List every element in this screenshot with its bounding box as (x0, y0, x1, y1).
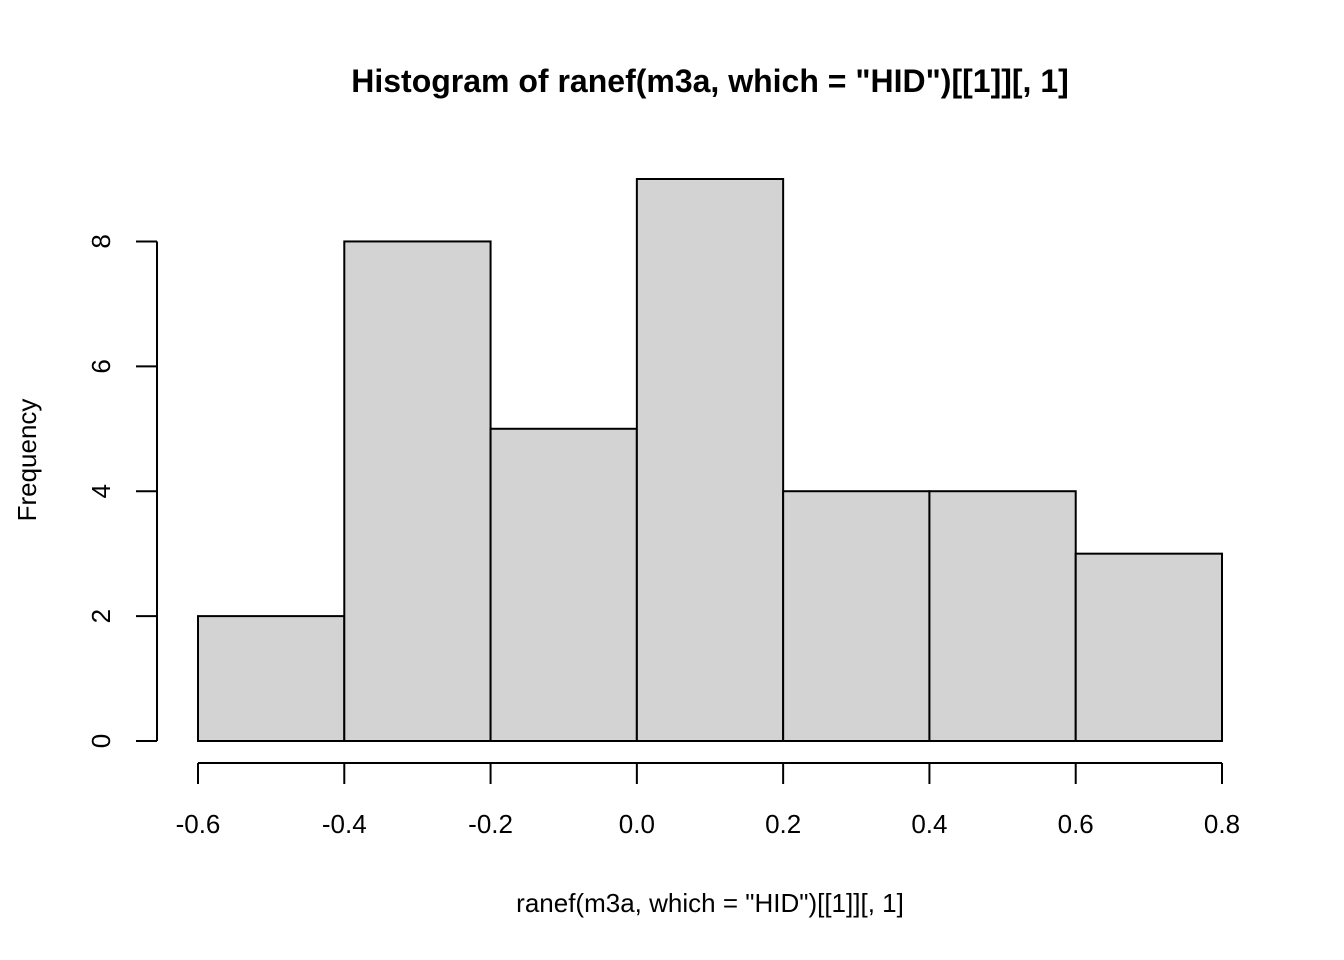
y-tick-label: 8 (86, 234, 116, 248)
x-tick-label: -0.2 (468, 809, 513, 839)
y-tick-label: 6 (86, 359, 116, 373)
x-tick-label: 0.8 (1204, 809, 1240, 839)
chart-title: Histogram of ranef(m3a, which = "HID")[[… (351, 63, 1069, 99)
x-tick-label: -0.6 (176, 809, 221, 839)
y-axis: 0 2 4 6 8 (86, 234, 158, 748)
x-axis: -0.6 -0.4 -0.2 0.0 0.2 0.4 0.6 0.8 (176, 762, 1240, 839)
x-tick-label: 0.2 (765, 809, 801, 839)
y-tick-label: 0 (86, 734, 116, 748)
histogram-bar-3 (635, 178, 785, 742)
y-tick-label: 2 (86, 609, 116, 623)
histogram-bar-0 (197, 615, 346, 742)
x-tick-label: 0.0 (619, 809, 655, 839)
x-axis-label: ranef(m3a, which = "HID")[[1]][, 1] (516, 888, 904, 918)
x-tick-label: 0.6 (1058, 809, 1094, 839)
histogram-bar-4 (782, 490, 931, 742)
y-tick-label: 4 (86, 484, 116, 498)
x-tick-label: -0.4 (322, 809, 367, 839)
bars-group (197, 178, 1223, 743)
x-tick-label: 0.4 (911, 809, 947, 839)
y-axis-label: Frequency (12, 399, 42, 522)
histogram-bar-1 (343, 240, 492, 742)
histogram-bar-6 (1074, 552, 1223, 743)
histogram-bar-5 (928, 490, 1077, 742)
histogram-bar-2 (489, 427, 638, 742)
